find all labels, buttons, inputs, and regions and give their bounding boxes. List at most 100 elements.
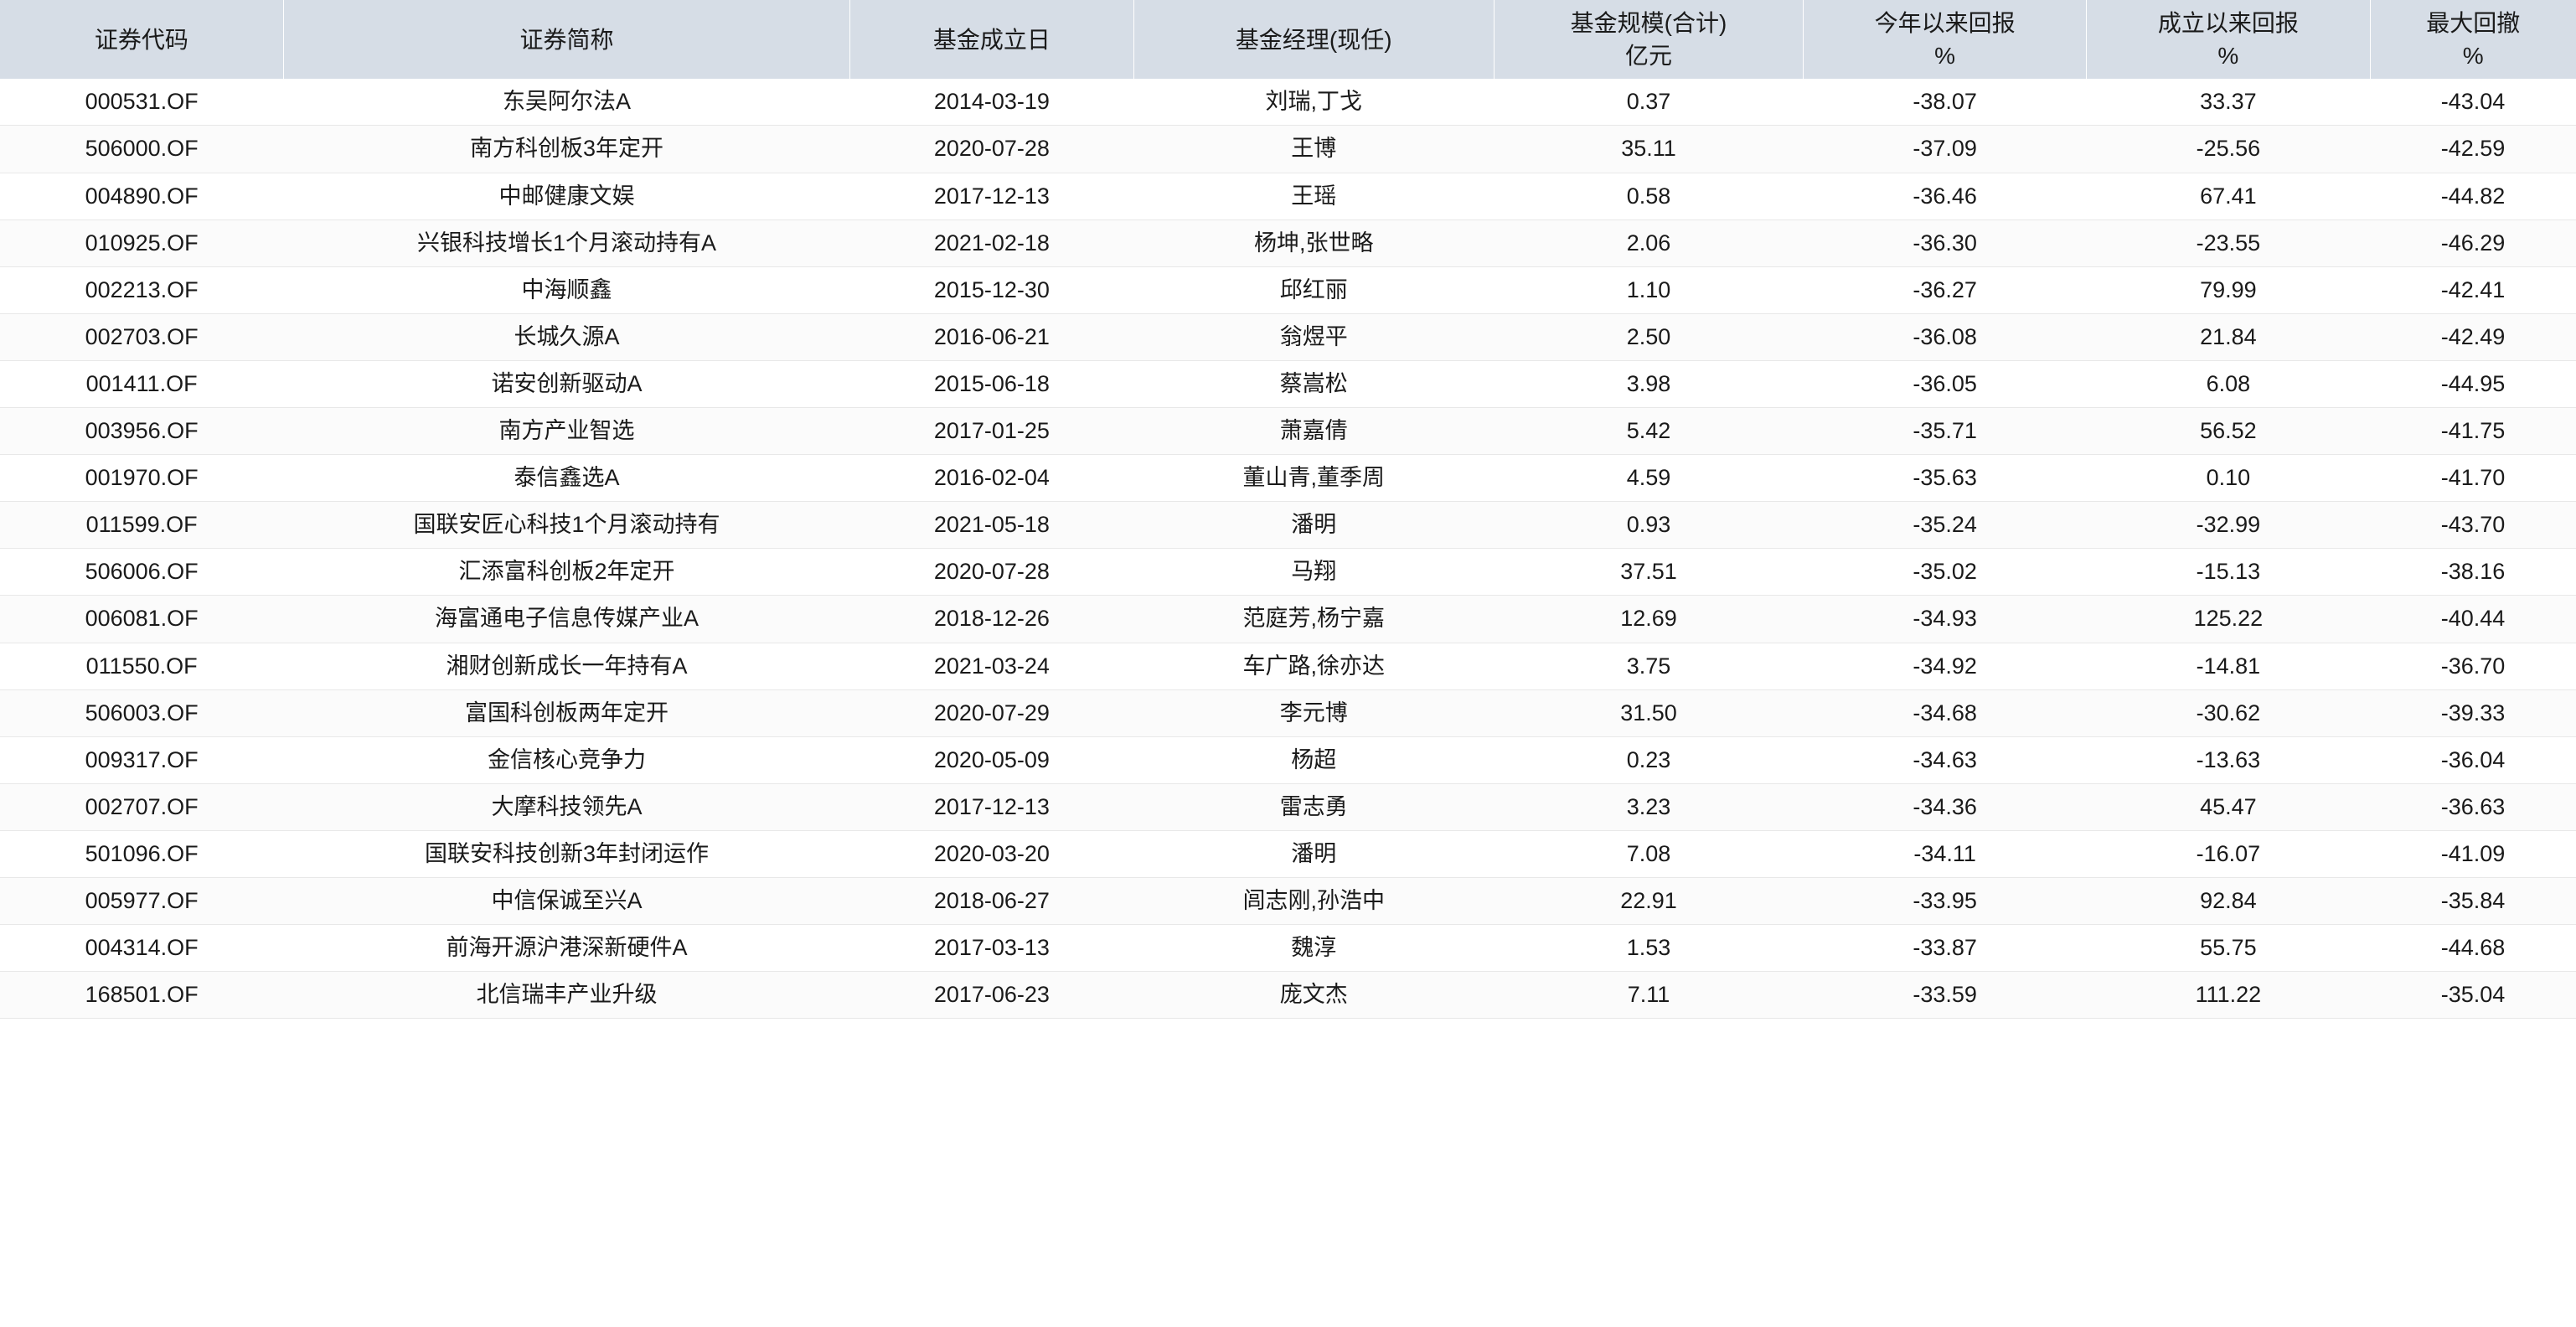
table-row: 506006.OF汇添富科创板2年定开2020-07-28马翔37.51-35.… bbox=[0, 549, 2576, 596]
table-row: 011550.OF湘财创新成长一年持有A2021-03-24车广路,徐亦达3.7… bbox=[0, 643, 2576, 689]
table-row: 001411.OF诺安创新驱动A2015-06-18蔡嵩松3.98-36.056… bbox=[0, 360, 2576, 407]
table-cell: 3.23 bbox=[1494, 783, 1804, 830]
table-cell: 2017-12-13 bbox=[850, 783, 1133, 830]
table-cell: -35.04 bbox=[2370, 972, 2576, 1019]
table-cell: 7.08 bbox=[1494, 830, 1804, 877]
table-row: 006081.OF海富通电子信息传媒产业A2018-12-26范庭芳,杨宁嘉12… bbox=[0, 596, 2576, 643]
table-cell: -36.46 bbox=[1804, 173, 2087, 219]
table-cell: 范庭芳,杨宁嘉 bbox=[1133, 596, 1494, 643]
table-cell: -42.59 bbox=[2370, 126, 2576, 173]
table-cell: -36.05 bbox=[1804, 360, 2087, 407]
table-cell: 2020-07-28 bbox=[850, 126, 1133, 173]
table-cell: 汇添富科创板2年定开 bbox=[283, 549, 850, 596]
table-cell: -35.71 bbox=[1804, 408, 2087, 455]
table-cell: 002213.OF bbox=[0, 266, 283, 313]
table-cell: -34.68 bbox=[1804, 689, 2087, 736]
table-cell: -33.59 bbox=[1804, 972, 2087, 1019]
table-row: 168501.OF北信瑞丰产业升级2017-06-23庞文杰7.11-33.59… bbox=[0, 972, 2576, 1019]
table-cell: 李元博 bbox=[1133, 689, 1494, 736]
table-cell: 杨超 bbox=[1133, 736, 1494, 783]
table-cell: 湘财创新成长一年持有A bbox=[283, 643, 850, 689]
table-cell: 35.11 bbox=[1494, 126, 1804, 173]
table-cell: 中信保诚至兴A bbox=[283, 877, 850, 924]
table-cell: 翁煜平 bbox=[1133, 313, 1494, 360]
table-cell: 125.22 bbox=[2087, 596, 2370, 643]
table-cell: -41.09 bbox=[2370, 830, 2576, 877]
table-row: 010925.OF兴银科技增长1个月滚动持有A2021-02-18杨坤,张世略2… bbox=[0, 219, 2576, 266]
table-row: 000531.OF东吴阿尔法A2014-03-19刘瑞,丁戈0.37-38.07… bbox=[0, 79, 2576, 126]
table-cell: -16.07 bbox=[2087, 830, 2370, 877]
table-cell: 6.08 bbox=[2087, 360, 2370, 407]
table-cell: 富国科创板两年定开 bbox=[283, 689, 850, 736]
fund-table: 证券代码 证券简称 基金成立日 基金经理(现任) 基金规模(合计)亿元 今年以来… bbox=[0, 0, 2576, 1019]
table-cell: 33.37 bbox=[2087, 79, 2370, 126]
table-cell: 2018-06-27 bbox=[850, 877, 1133, 924]
col-header-name: 证券简称 bbox=[283, 0, 850, 79]
table-cell: 002703.OF bbox=[0, 313, 283, 360]
table-cell: 2.50 bbox=[1494, 313, 1804, 360]
table-cell: 0.58 bbox=[1494, 173, 1804, 219]
table-cell: 蔡嵩松 bbox=[1133, 360, 1494, 407]
table-cell: 潘明 bbox=[1133, 830, 1494, 877]
table-cell: 海富通电子信息传媒产业A bbox=[283, 596, 850, 643]
table-cell: 南方科创板3年定开 bbox=[283, 126, 850, 173]
table-cell: 55.75 bbox=[2087, 925, 2370, 972]
table-cell: 中海顺鑫 bbox=[283, 266, 850, 313]
table-cell: 501096.OF bbox=[0, 830, 283, 877]
col-header-manager: 基金经理(现任) bbox=[1133, 0, 1494, 79]
header-row: 证券代码 证券简称 基金成立日 基金经理(现任) 基金规模(合计)亿元 今年以来… bbox=[0, 0, 2576, 79]
table-cell: 2020-07-28 bbox=[850, 549, 1133, 596]
table-cell: 004890.OF bbox=[0, 173, 283, 219]
table-cell: -36.63 bbox=[2370, 783, 2576, 830]
table-cell: 2021-05-18 bbox=[850, 502, 1133, 549]
table-cell: -33.95 bbox=[1804, 877, 2087, 924]
table-cell: 0.10 bbox=[2087, 455, 2370, 502]
table-cell: 37.51 bbox=[1494, 549, 1804, 596]
table-cell: 诺安创新驱动A bbox=[283, 360, 850, 407]
table-cell: 2020-03-20 bbox=[850, 830, 1133, 877]
table-cell: 2021-02-18 bbox=[850, 219, 1133, 266]
table-cell: -35.84 bbox=[2370, 877, 2576, 924]
table-cell: 2020-07-29 bbox=[850, 689, 1133, 736]
table-cell: 21.84 bbox=[2087, 313, 2370, 360]
table-cell: 兴银科技增长1个月滚动持有A bbox=[283, 219, 850, 266]
table-cell: 2018-12-26 bbox=[850, 596, 1133, 643]
table-cell: 庞文杰 bbox=[1133, 972, 1494, 1019]
table-cell: 003956.OF bbox=[0, 408, 283, 455]
table-cell: 0.93 bbox=[1494, 502, 1804, 549]
table-cell: 1.53 bbox=[1494, 925, 1804, 972]
table-row: 002703.OF长城久源A2016-06-21翁煜平2.50-36.0821.… bbox=[0, 313, 2576, 360]
table-cell: 111.22 bbox=[2087, 972, 2370, 1019]
table-cell: 泰信鑫选A bbox=[283, 455, 850, 502]
table-cell: 国联安匠心科技1个月滚动持有 bbox=[283, 502, 850, 549]
col-header-size: 基金规模(合计)亿元 bbox=[1494, 0, 1804, 79]
table-cell: 车广路,徐亦达 bbox=[1133, 643, 1494, 689]
table-cell: -34.36 bbox=[1804, 783, 2087, 830]
table-cell: 潘明 bbox=[1133, 502, 1494, 549]
table-cell: 5.42 bbox=[1494, 408, 1804, 455]
table-cell: -44.95 bbox=[2370, 360, 2576, 407]
table-cell: 雷志勇 bbox=[1133, 783, 1494, 830]
table-cell: -23.55 bbox=[2087, 219, 2370, 266]
table-cell: 王瑶 bbox=[1133, 173, 1494, 219]
table-cell: -15.13 bbox=[2087, 549, 2370, 596]
table-cell: 45.47 bbox=[2087, 783, 2370, 830]
table-cell: 2021-03-24 bbox=[850, 643, 1133, 689]
table-row: 011599.OF国联安匠心科技1个月滚动持有2021-05-18潘明0.93-… bbox=[0, 502, 2576, 549]
table-cell: -14.81 bbox=[2087, 643, 2370, 689]
table-row: 002707.OF大摩科技领先A2017-12-13雷志勇3.23-34.364… bbox=[0, 783, 2576, 830]
table-cell: -42.49 bbox=[2370, 313, 2576, 360]
table-cell: 011550.OF bbox=[0, 643, 283, 689]
table-cell: 董山青,董季周 bbox=[1133, 455, 1494, 502]
table-cell: 009317.OF bbox=[0, 736, 283, 783]
table-cell: 3.75 bbox=[1494, 643, 1804, 689]
table-cell: -36.30 bbox=[1804, 219, 2087, 266]
table-cell: -42.41 bbox=[2370, 266, 2576, 313]
col-header-inception: 成立以来回报% bbox=[2087, 0, 2370, 79]
table-row: 009317.OF金信核心竞争力2020-05-09杨超0.23-34.63-1… bbox=[0, 736, 2576, 783]
table-cell: 2020-05-09 bbox=[850, 736, 1133, 783]
table-cell: 005977.OF bbox=[0, 877, 283, 924]
table-cell: 506006.OF bbox=[0, 549, 283, 596]
table-cell: 22.91 bbox=[1494, 877, 1804, 924]
table-cell: 2016-06-21 bbox=[850, 313, 1133, 360]
